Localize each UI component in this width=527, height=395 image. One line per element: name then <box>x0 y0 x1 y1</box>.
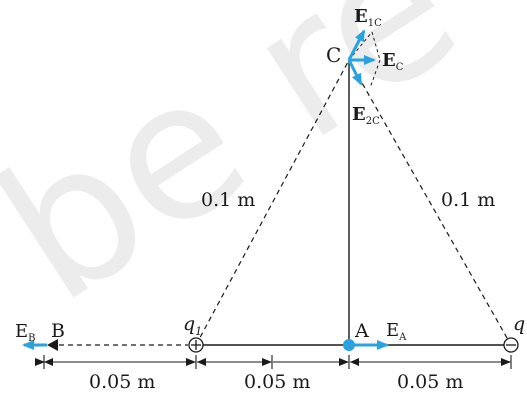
point-b-arrowhead <box>47 339 58 351</box>
vector-e2c-label: E2C <box>352 104 380 127</box>
vector-e1c-arrow <box>347 29 366 61</box>
vector-e1c-label: E1C <box>354 6 382 29</box>
point-c-label: C <box>326 43 341 67</box>
charge-q1-symbol <box>188 337 204 353</box>
point-b-label: B <box>51 320 65 342</box>
distance-bottom-2-label: 0.05 m <box>244 371 310 393</box>
parallelogram-dash-3 <box>369 59 381 89</box>
vector-ea-label: EA <box>386 320 407 343</box>
vector-eb-label: EB <box>15 321 36 344</box>
distance-left-side-label: 0.1 m <box>201 189 255 211</box>
charge-q1-label: q1 <box>183 313 202 338</box>
point-a-label: A <box>354 320 369 342</box>
distance-bottom-1-label: 0.05 m <box>89 371 155 393</box>
vector-e2c-arrow <box>347 59 363 86</box>
charge-q2-label: q <box>513 313 525 335</box>
side-c-q2 <box>348 59 512 346</box>
parallelogram-dash-2 <box>371 31 381 61</box>
distance-right-side-label: 0.1 m <box>441 189 495 211</box>
watermark-text: be re <box>0 0 493 345</box>
charge-q2-symbol <box>503 337 519 353</box>
vector-ec-label: EC <box>382 50 404 73</box>
distance-bottom-3-label: 0.05 m <box>397 371 463 393</box>
point-a-dot <box>343 339 355 351</box>
dimension-lines <box>35 355 512 369</box>
